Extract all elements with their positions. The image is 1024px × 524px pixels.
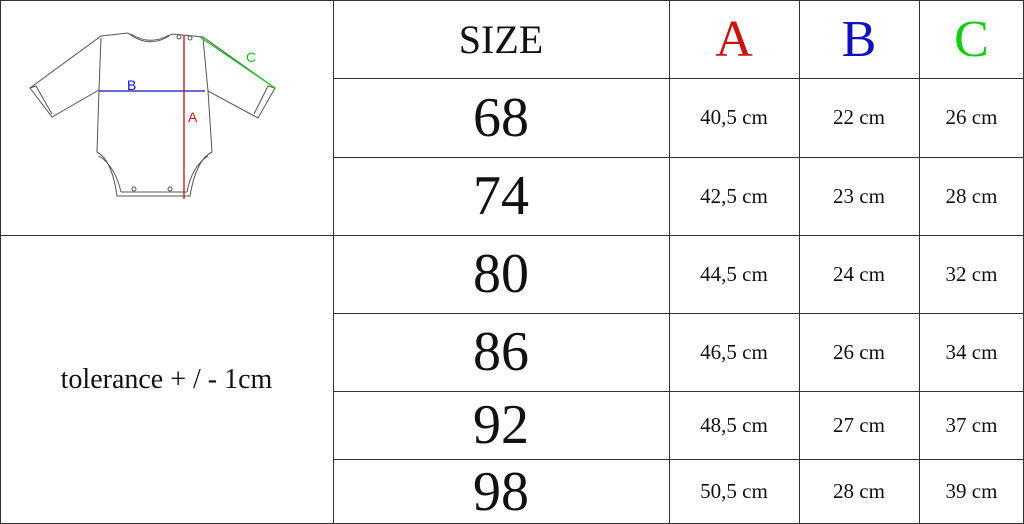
grid-line: [333, 78, 1024, 79]
tolerance-note: tolerance + / - 1cm: [60, 363, 273, 395]
cell-c: 26 cm: [945, 105, 998, 129]
diagram-label-a: A: [188, 109, 198, 125]
grid-line: [0, 0, 1024, 1]
grid-line: [799, 0, 800, 524]
grid-line: [333, 459, 1024, 460]
header-size: SIZE: [458, 16, 544, 62]
cell-a: 50,5 cm: [700, 479, 768, 503]
cell-a: 44,5 cm: [700, 261, 768, 286]
cell-c: 37 cm: [945, 412, 998, 437]
grid-line: [919, 0, 920, 524]
cell-size: 98: [473, 460, 529, 523]
cell-a: 48,5 cm: [700, 412, 768, 437]
grid-line: [0, 235, 1024, 236]
cell-size: 68: [473, 86, 529, 149]
header-c: C: [954, 10, 989, 68]
cell-size: 80: [473, 243, 529, 305]
grid-line: [333, 313, 1024, 314]
cell-c: 39 cm: [945, 479, 998, 503]
header-a: A: [715, 10, 753, 68]
cell-b: 26 cm: [833, 339, 885, 364]
grid-line: [333, 0, 334, 524]
grid-line: [333, 157, 1024, 158]
cell-c: 34 cm: [945, 339, 998, 364]
grid-line: [333, 391, 1024, 392]
diagram-label-c: C: [246, 49, 256, 65]
cell-b: 27 cm: [833, 412, 885, 437]
cell-c: 28 cm: [945, 183, 998, 208]
cell-b: 24 cm: [833, 261, 885, 286]
cell-a: 42,5 cm: [700, 183, 768, 208]
bodysuit-icon: B A C: [29, 32, 276, 199]
cell-size: 92: [473, 394, 529, 456]
diagram-label-b: B: [127, 77, 136, 93]
cell-b: 22 cm: [833, 105, 885, 129]
grid-line: [0, 0, 1, 524]
grid-line: [669, 0, 670, 524]
measure-c-line: [199, 36, 276, 89]
cell-a: 40,5 cm: [700, 105, 768, 129]
cell-size: 86: [473, 321, 529, 383]
cell-b: 28 cm: [833, 479, 885, 503]
header-b: B: [841, 10, 877, 68]
bodysuit-diagram: B A C: [0, 0, 333, 235]
cell-a: 46,5 cm: [700, 339, 768, 364]
cell-b: 23 cm: [833, 183, 885, 208]
cell-size: 74: [473, 165, 529, 227]
cell-c: 32 cm: [945, 261, 998, 286]
